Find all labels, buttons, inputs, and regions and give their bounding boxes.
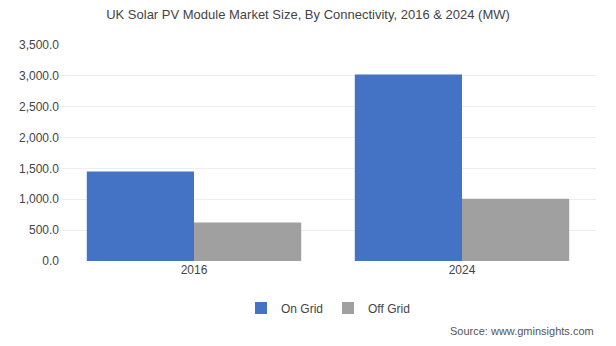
svg-text:2,000.0: 2,000.0 [19, 131, 59, 145]
svg-text:500.0: 500.0 [29, 223, 59, 237]
svg-text:3,500.0: 3,500.0 [19, 38, 59, 52]
svg-text:0.0: 0.0 [42, 254, 59, 268]
svg-text:1,000.0: 1,000.0 [19, 192, 59, 206]
svg-text:Off Grid: Off Grid [368, 302, 410, 316]
svg-text:2024: 2024 [449, 263, 476, 277]
svg-text:2016: 2016 [181, 263, 208, 277]
svg-text:UK Solar PV Module Market Size: UK Solar PV Module Market Size, By Conne… [106, 7, 510, 22]
svg-text:Source: www.gminsights.com: Source: www.gminsights.com [450, 325, 594, 337]
svg-text:2,500.0: 2,500.0 [19, 100, 59, 114]
svg-text:On Grid: On Grid [281, 302, 323, 316]
svg-text:3,000.0: 3,000.0 [19, 69, 59, 83]
svg-text:1,500.0: 1,500.0 [19, 162, 59, 176]
